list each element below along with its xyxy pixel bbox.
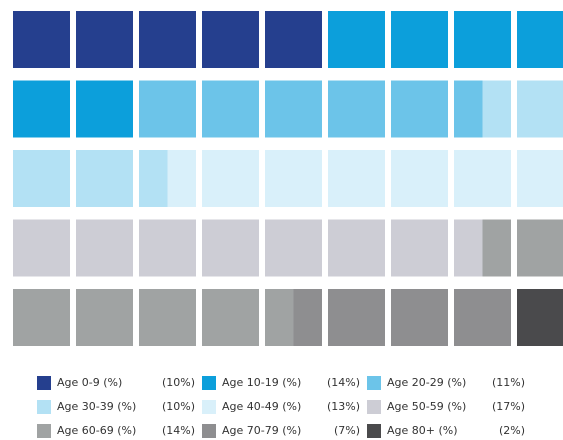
legend-value: (13%) <box>327 400 360 413</box>
waffle-segment <box>265 289 294 346</box>
waffle-segment <box>328 80 385 138</box>
waffle-segment <box>202 289 259 346</box>
waffle-segment <box>202 219 259 277</box>
waffle-segment <box>167 150 196 207</box>
waffle-segment <box>517 219 563 277</box>
waffle-segment <box>265 11 322 68</box>
legend-label: Age 70-79 (%) <box>222 424 301 437</box>
waffle-segment <box>139 80 196 138</box>
legend-label: Age 10-19 (%) <box>222 376 301 389</box>
waffle-segment <box>517 289 563 346</box>
waffle-segment <box>265 219 322 277</box>
waffle-segment <box>328 150 385 207</box>
legend-swatch <box>202 376 216 390</box>
waffle-segment <box>517 11 563 68</box>
legend-value: (2%) <box>499 424 525 437</box>
legend-swatch <box>367 400 381 414</box>
waffle-segment <box>517 150 563 207</box>
legend-swatch <box>37 424 51 438</box>
waffle-segment <box>139 289 196 346</box>
waffle-segment <box>328 11 385 68</box>
waffle-segment <box>139 219 196 277</box>
waffle-segment <box>391 80 448 138</box>
waffle-segment <box>13 80 70 138</box>
waffle-segment <box>454 80 483 138</box>
waffle-segment <box>76 289 133 346</box>
waffle-segment <box>391 150 448 207</box>
legend-value: (11%) <box>492 376 525 389</box>
waffle-segment <box>454 219 483 277</box>
waffle-segment <box>139 11 196 68</box>
legend-swatch <box>37 376 51 390</box>
legend-value: (10%) <box>162 376 195 389</box>
waffle-segment <box>202 11 259 68</box>
legend-label: Age 20-29 (%) <box>387 376 466 389</box>
legend-label: Age 30-39 (%) <box>57 400 136 413</box>
waffle-segment <box>454 289 511 346</box>
waffle-segment <box>328 289 385 346</box>
waffle-segment <box>202 150 259 207</box>
waffle-segment <box>139 150 168 207</box>
waffle-segment <box>265 80 322 138</box>
waffle-segment <box>454 11 511 68</box>
waffle-segment <box>391 289 448 346</box>
waffle-segment <box>482 80 511 138</box>
waffle-segment <box>454 150 511 207</box>
legend-swatch <box>202 424 216 438</box>
waffle-segment <box>328 219 385 277</box>
waffle-segment <box>517 80 563 138</box>
waffle-segment <box>76 150 133 207</box>
waffle-segment <box>76 80 133 138</box>
legend-label: Age 0-9 (%) <box>57 376 122 389</box>
legend-label: Age 40-49 (%) <box>222 400 301 413</box>
legend-swatch <box>202 400 216 414</box>
legend-value: (10%) <box>162 400 195 413</box>
waffle-segment <box>391 11 448 68</box>
waffle-segment <box>482 219 511 277</box>
legend-label: Age 60-69 (%) <box>57 424 136 437</box>
legend-value: (14%) <box>327 376 360 389</box>
waffle-segment <box>76 219 133 277</box>
legend-swatch <box>37 400 51 414</box>
legend-value: (17%) <box>492 400 525 413</box>
waffle-segment <box>13 11 70 68</box>
waffle-segment <box>76 11 133 68</box>
waffle-segment <box>391 219 448 277</box>
waffle-segment <box>13 219 70 277</box>
waffle-segment <box>13 150 70 207</box>
legend-swatch <box>367 376 381 390</box>
legend-label: Age 80+ (%) <box>387 424 458 437</box>
waffle-segment <box>265 150 322 207</box>
legend-value: (7%) <box>334 424 360 437</box>
waffle-segment <box>293 289 322 346</box>
legend-value: (14%) <box>162 424 195 437</box>
legend-swatch <box>367 424 381 438</box>
waffle-segment <box>202 80 259 138</box>
legend-label: Age 50-59 (%) <box>387 400 466 413</box>
waffle-segment <box>13 289 70 346</box>
